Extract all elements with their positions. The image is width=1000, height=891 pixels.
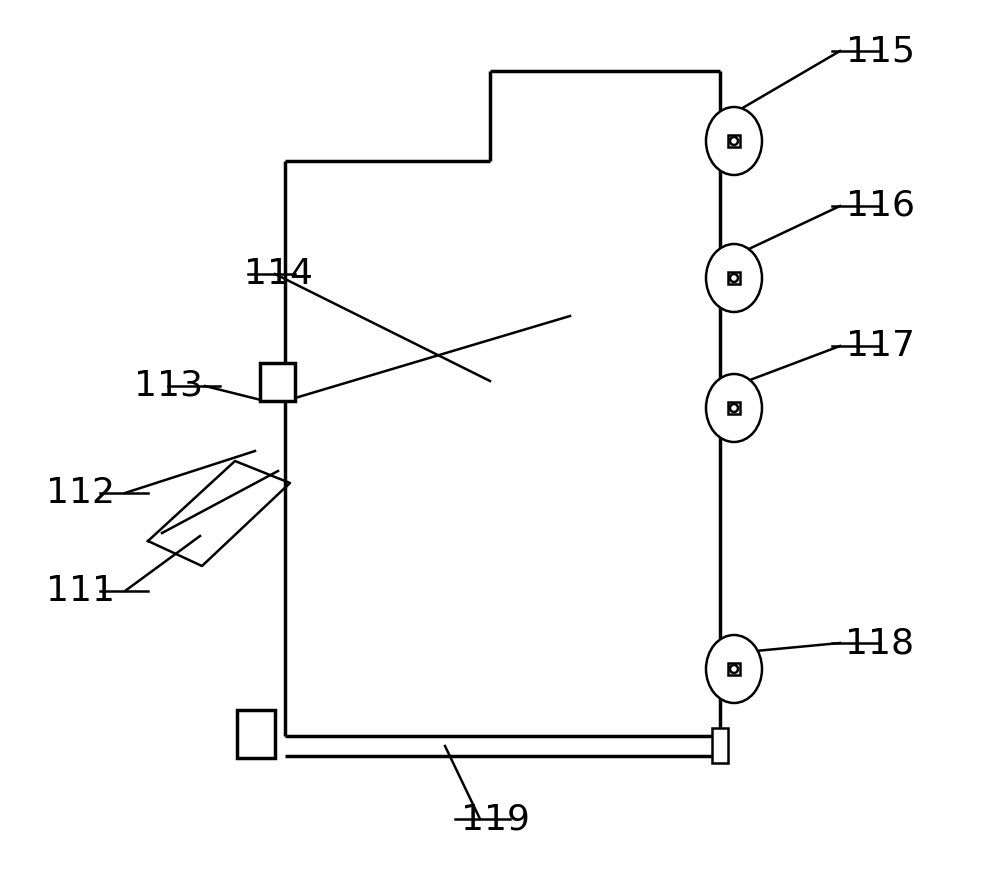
Bar: [728, 135, 740, 147]
Bar: [237, 710, 275, 758]
Bar: [728, 663, 740, 675]
Circle shape: [730, 137, 738, 145]
Text: 115: 115: [846, 34, 914, 68]
Ellipse shape: [706, 374, 762, 442]
Bar: [260, 363, 295, 401]
Text: 114: 114: [244, 257, 313, 291]
Text: 118: 118: [845, 626, 915, 660]
Bar: [712, 728, 728, 763]
Bar: [728, 272, 740, 284]
Ellipse shape: [706, 635, 762, 703]
Text: 112: 112: [46, 476, 115, 510]
Text: 113: 113: [134, 369, 203, 403]
Circle shape: [730, 274, 738, 282]
Ellipse shape: [706, 244, 762, 312]
Circle shape: [730, 404, 738, 412]
Text: 116: 116: [846, 189, 914, 223]
Circle shape: [730, 665, 738, 673]
Bar: [728, 402, 740, 414]
Text: 117: 117: [846, 329, 914, 363]
Text: 111: 111: [46, 574, 115, 608]
Text: 119: 119: [461, 802, 529, 836]
Ellipse shape: [706, 107, 762, 175]
